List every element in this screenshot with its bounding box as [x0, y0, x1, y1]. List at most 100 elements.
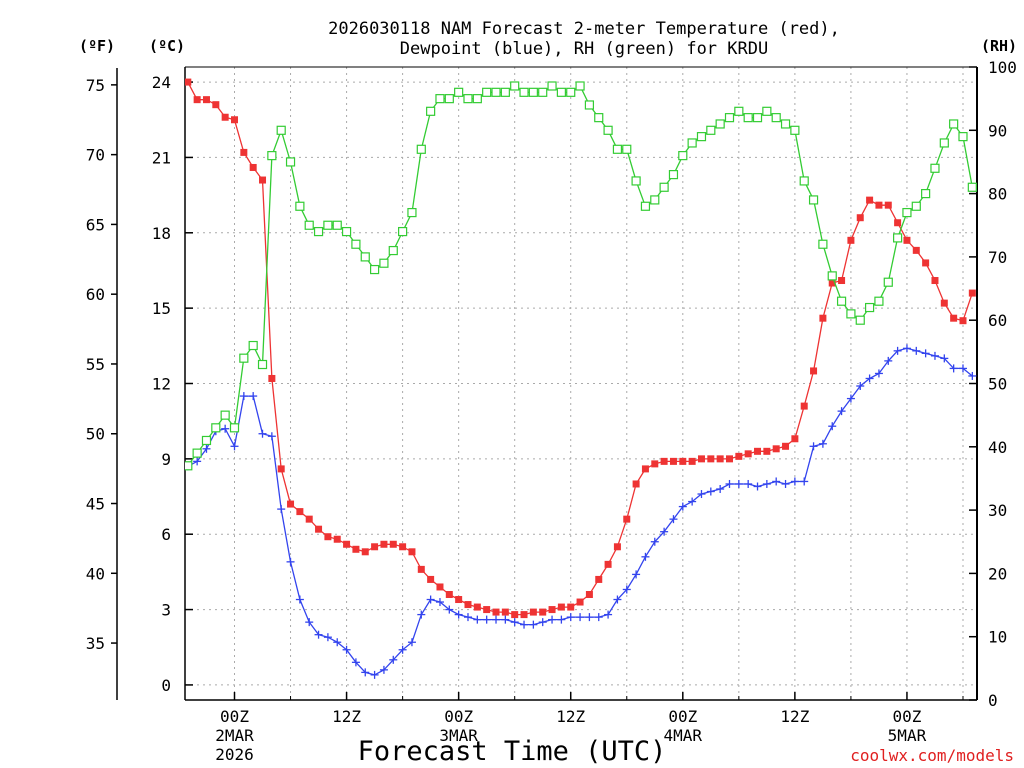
- temperature-point: [333, 535, 341, 543]
- rh-point: [790, 125, 800, 135]
- temperature-point: [791, 435, 799, 443]
- fahrenheit-unit-label: (ºF): [79, 37, 115, 55]
- rh-point: [201, 435, 212, 446]
- rh-point: [332, 220, 342, 230]
- temperature-point: [389, 540, 397, 548]
- temperature-point: [810, 367, 818, 375]
- rh-point: [612, 144, 623, 154]
- dewpoint-point: [389, 655, 398, 664]
- rh-point: [313, 226, 324, 237]
- temperature-point: [324, 533, 332, 541]
- dewpoint-point: [361, 668, 370, 677]
- rh-tick-label: 80: [988, 185, 1007, 204]
- rh-point: [603, 125, 613, 135]
- dewpoint-point: [407, 638, 416, 647]
- rh-point: [958, 132, 968, 142]
- dewpoint-point: [716, 485, 725, 493]
- rh-point: [528, 87, 538, 97]
- dewpoint-point: [800, 477, 809, 486]
- dewpoint-point: [379, 665, 388, 674]
- temperature-point: [408, 548, 416, 556]
- rh-point: [902, 207, 912, 218]
- fahrenheit-tick-label: 75: [86, 76, 105, 95]
- dewpoint-point: [940, 354, 949, 363]
- dewpoint-point: [762, 479, 771, 488]
- rh-point: [752, 113, 763, 123]
- temperature-point: [576, 598, 584, 606]
- temperature-point: [800, 402, 808, 410]
- rh-point: [622, 144, 632, 154]
- rh-tick-label: 60: [988, 311, 1007, 330]
- rh-point: [911, 201, 921, 211]
- temperature-point: [707, 455, 715, 463]
- rh-point: [267, 151, 277, 161]
- dewpoint-point: [230, 442, 239, 451]
- temperature-point: [884, 201, 892, 209]
- dewpoint-point: [267, 432, 276, 441]
- temperature-point: [632, 480, 640, 488]
- temperature-point: [492, 608, 500, 616]
- dewpoint-point: [398, 645, 407, 654]
- temperature-point: [838, 277, 846, 285]
- temperature-point: [231, 116, 238, 124]
- rh-point: [836, 296, 847, 306]
- rh-point: [323, 220, 333, 230]
- dewpoint-point: [202, 444, 211, 453]
- rh-point: [827, 271, 837, 281]
- series-line: [187, 347, 973, 676]
- rh-point: [668, 170, 679, 180]
- dewpoint-point: [277, 505, 286, 514]
- temperature-point: [567, 603, 575, 611]
- dewpoint-point: [828, 422, 837, 431]
- temperature-point: [427, 575, 435, 583]
- date-tick-label: 3MAR: [439, 726, 478, 745]
- celsius-tick-label: 9: [161, 450, 171, 469]
- rh-point: [472, 94, 482, 104]
- rh-point: [295, 201, 305, 211]
- time-tick-label: 00Z: [892, 707, 921, 726]
- rh-point: [547, 81, 557, 91]
- temperature-point: [529, 608, 537, 616]
- temperature-point: [371, 543, 379, 551]
- dewpoint-point: [454, 610, 463, 619]
- rh-point: [715, 119, 725, 129]
- dewpoint-point: [482, 615, 491, 624]
- dewpoint-point: [688, 497, 697, 506]
- temperature-point: [361, 548, 369, 556]
- dewpoint-point: [912, 346, 921, 355]
- fahrenheit-tick-label: 35: [86, 634, 105, 653]
- rh-point: [369, 264, 380, 275]
- fahrenheit-tick-label: 50: [86, 425, 105, 444]
- rh-point: [678, 151, 688, 161]
- celsius-tick-label: 12: [152, 375, 171, 394]
- dewpoint-point: [902, 344, 911, 353]
- dewpoint-point: [548, 615, 557, 624]
- chart-title-line1: 2026030118 NAM Forecast 2-meter Temperat…: [328, 19, 840, 39]
- dewpoint-point: [846, 394, 855, 403]
- dewpoint-point: [660, 527, 669, 536]
- dewpoint-point: [566, 613, 575, 622]
- dewpoint-point: [239, 392, 248, 401]
- rh-point: [631, 176, 641, 186]
- temperature-point: [679, 457, 687, 465]
- rh-tick-label: 50: [988, 375, 1007, 394]
- dewpoint-point: [734, 479, 743, 488]
- date-tick-label: 5MAR: [888, 726, 927, 745]
- rh-point: [939, 138, 949, 148]
- rh-point: [519, 87, 529, 97]
- dewpoint-point: [632, 570, 641, 579]
- dewpoint-point: [463, 613, 472, 622]
- temperature-point: [866, 196, 874, 204]
- dewpoint-point: [790, 477, 799, 486]
- dewpoint-point: [557, 615, 566, 624]
- rh-point: [706, 125, 716, 135]
- time-tick-label: 00Z: [444, 707, 473, 726]
- rh-point: [398, 226, 408, 237]
- temperature-point: [894, 219, 902, 227]
- temperature-point: [651, 460, 659, 468]
- dewpoint-point: [884, 356, 893, 365]
- rh-point: [696, 132, 707, 142]
- dewpoint-point: [697, 490, 706, 499]
- dewpoint-point: [958, 364, 967, 373]
